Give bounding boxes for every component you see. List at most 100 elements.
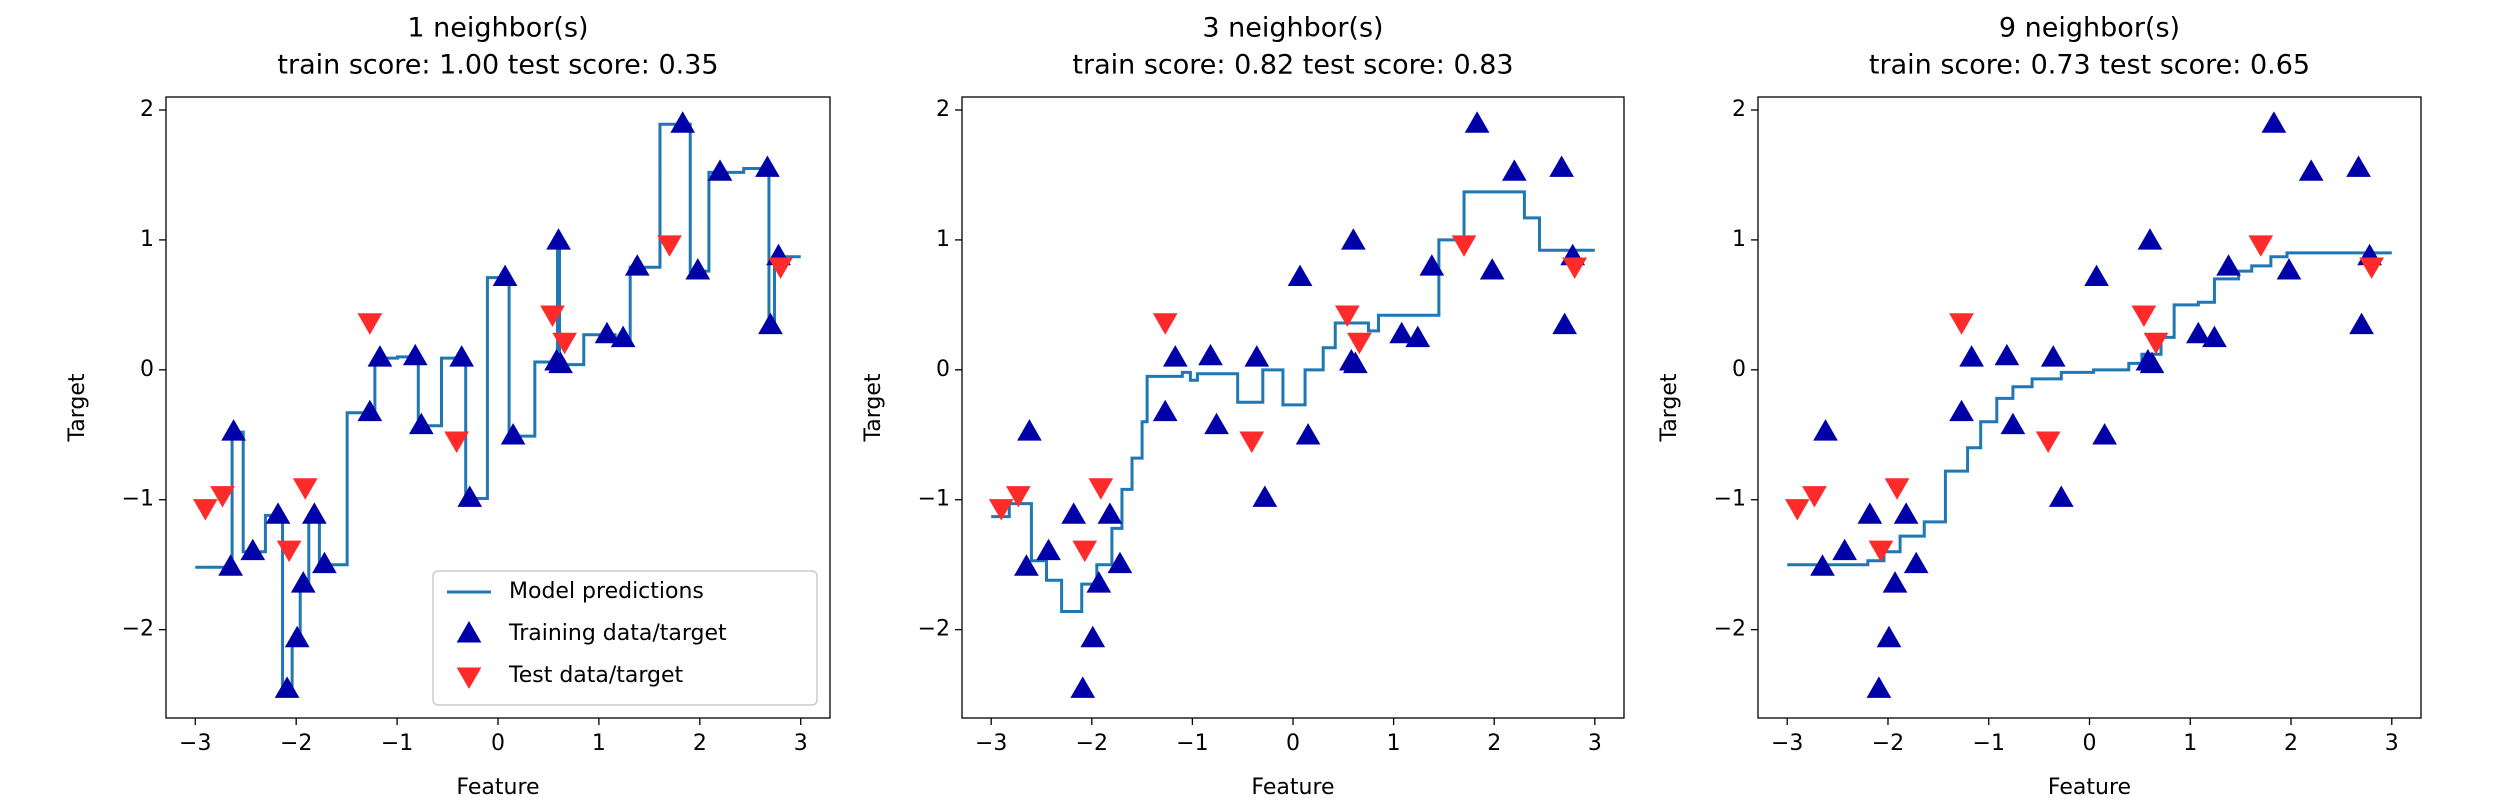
- train-marker: [1204, 412, 1229, 435]
- x-axis-label: Feature: [456, 775, 539, 800]
- train-marker: [1244, 345, 1270, 367]
- y-axis-label: Target: [65, 373, 90, 442]
- train-marker: [624, 254, 650, 276]
- chart-title: 3 neighbor(s): [1202, 13, 1383, 44]
- x-tick-label: 3: [794, 731, 808, 756]
- train-marker: [1389, 321, 1415, 344]
- train-marker: [240, 538, 266, 561]
- train-marker: [1419, 254, 1445, 276]
- train-marker: [2261, 111, 2287, 133]
- train-marker: [548, 351, 573, 374]
- train-marker: [1287, 264, 1313, 287]
- train-marker: [1882, 571, 1908, 593]
- test-marker: [1884, 478, 1910, 500]
- chart-subtitle: train score: 0.73 test score: 0.65: [1869, 50, 2310, 81]
- train-marker: [2346, 155, 2371, 177]
- x-tick-label: 3: [1588, 731, 1602, 756]
- legend-label: Model predictions: [509, 579, 704, 604]
- x-tick-label: −2: [280, 731, 312, 756]
- train-marker: [755, 155, 780, 177]
- y-tick-label: 0: [140, 357, 154, 382]
- x-tick-label: 0: [2083, 731, 2097, 756]
- legend-marker: [456, 667, 482, 689]
- train-marker: [1810, 554, 1835, 576]
- train-marker: [284, 625, 310, 648]
- train-marker: [1903, 551, 1929, 574]
- x-tick-label: −3: [1771, 731, 1803, 756]
- train-marker: [1061, 502, 1087, 524]
- train-marker: [402, 343, 428, 366]
- x-tick-label: 2: [693, 731, 707, 756]
- test-marker: [1152, 313, 1178, 335]
- train-marker: [1949, 399, 1974, 422]
- train-marker: [1959, 345, 1984, 367]
- train-marker: [357, 399, 383, 422]
- train-marker: [2040, 345, 2066, 367]
- train-marker: [1813, 419, 1838, 441]
- y-tick-label: 2: [1732, 97, 1746, 122]
- test-marker: [2359, 257, 2384, 279]
- train-marker: [500, 423, 526, 445]
- train-marker: [758, 312, 783, 335]
- test-marker: [444, 431, 469, 453]
- test-marker: [1347, 332, 1372, 355]
- x-tick-label: 1: [592, 731, 606, 756]
- train-marker: [1036, 538, 1061, 561]
- y-tick-label: −2: [122, 617, 154, 642]
- y-tick-label: 1: [140, 227, 154, 252]
- prediction-line: [991, 190, 1595, 613]
- train-marker: [1479, 258, 1505, 280]
- test-marker: [1088, 478, 1114, 500]
- y-tick-label: −2: [918, 617, 950, 642]
- train-marker: [2000, 412, 2026, 435]
- train-marker: [1070, 676, 1096, 698]
- train-marker: [301, 502, 327, 524]
- test-marker: [210, 486, 235, 508]
- y-axis-label: Target: [1657, 373, 1682, 442]
- x-tick-label: −2: [1076, 731, 1108, 756]
- x-tick-label: 0: [1286, 731, 1300, 756]
- test-marker: [768, 257, 793, 279]
- plot-frame: [1757, 96, 2422, 719]
- x-tick-label: −3: [179, 731, 211, 756]
- train-marker: [408, 412, 434, 435]
- train-marker: [1198, 343, 1223, 366]
- train-marker: [1876, 625, 1902, 648]
- train-marker: [594, 321, 620, 344]
- train-marker: [1080, 625, 1106, 648]
- y-tick-label: −2: [1714, 617, 1746, 642]
- train-marker: [1866, 676, 1892, 698]
- train-marker: [1014, 554, 1039, 576]
- train-marker: [1994, 343, 2020, 366]
- train-marker: [1464, 111, 1490, 133]
- x-tick-label: −1: [1176, 731, 1208, 756]
- train-marker: [685, 258, 711, 280]
- train-marker: [367, 345, 393, 367]
- y-tick-label: −1: [122, 487, 154, 512]
- x-tick-label: 2: [2284, 731, 2298, 756]
- chart-subtitle: train score: 1.00 test score: 0.35: [277, 50, 718, 81]
- train-marker: [1405, 325, 1431, 348]
- train-marker: [449, 345, 475, 367]
- test-marker: [1802, 486, 1827, 508]
- train-marker: [1097, 502, 1123, 524]
- test-marker: [1562, 257, 1588, 279]
- train-marker: [2139, 351, 2165, 374]
- test-marker: [540, 305, 565, 327]
- test-marker: [1868, 540, 1894, 563]
- train-marker: [2349, 312, 2374, 335]
- train-marker: [265, 502, 291, 524]
- train-marker: [1017, 419, 1042, 441]
- y-axis-label: Target: [861, 373, 886, 442]
- train-marker: [457, 485, 483, 507]
- train-marker: [1086, 571, 1112, 593]
- test-marker: [988, 499, 1014, 521]
- test-marker: [2131, 305, 2157, 327]
- x-tick-label: −2: [1872, 731, 1904, 756]
- train-marker: [1295, 423, 1321, 445]
- train-marker: [274, 676, 300, 698]
- train-marker: [610, 325, 636, 348]
- train-marker: [1832, 538, 1858, 561]
- test-marker: [357, 313, 383, 335]
